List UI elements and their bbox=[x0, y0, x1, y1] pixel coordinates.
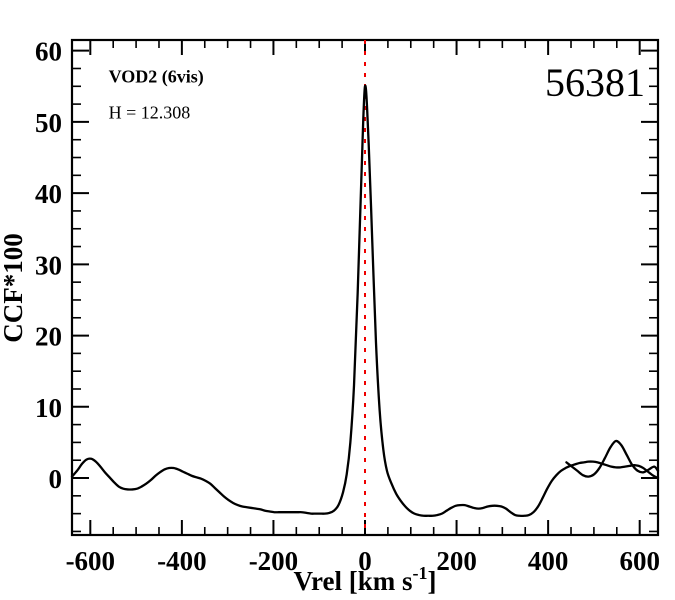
annotation-target-name: VOD2 (6vis) bbox=[109, 67, 204, 88]
x-axis-title: Vrel [km s-1] bbox=[294, 563, 437, 596]
y-tick-labels: 0 10 20 30 40 50 60 bbox=[35, 37, 62, 494]
x-axis-title-base: Vrel [km s bbox=[294, 566, 413, 596]
y-tick-label: 10 bbox=[35, 393, 62, 423]
y-tick-label: 20 bbox=[35, 322, 62, 352]
ccf-data-curve-right-wing bbox=[565, 439, 660, 478]
ccf-data-curve bbox=[70, 84, 660, 518]
x-tick-label: -400 bbox=[157, 546, 207, 576]
y-tick-label: 50 bbox=[35, 108, 62, 138]
x-tick-label: 600 bbox=[619, 546, 660, 576]
x-tick-label: 0 bbox=[358, 546, 372, 576]
x-tick-label: -600 bbox=[66, 546, 116, 576]
plot-title-epoch: 56381 bbox=[545, 60, 645, 105]
minor-ticks bbox=[72, 40, 658, 535]
y-tick-label: 0 bbox=[49, 464, 63, 494]
x-tick-label: 200 bbox=[436, 546, 477, 576]
x-axis-title-exponent: -1 bbox=[412, 563, 427, 583]
annotation-h-value: H = 12.308 bbox=[109, 102, 191, 122]
y-axis-title: CCF*100 bbox=[0, 233, 28, 343]
x-tick-label: -200 bbox=[249, 546, 299, 576]
x-axis-title-tail: ] bbox=[427, 566, 436, 596]
y-tick-label: 30 bbox=[35, 250, 62, 280]
x-tick-label: 400 bbox=[528, 546, 569, 576]
y-tick-label: 60 bbox=[35, 37, 62, 67]
y-tick-label: 40 bbox=[35, 179, 62, 209]
x-tick-labels: -600 -400 -200 0 200 400 600 bbox=[66, 546, 660, 576]
